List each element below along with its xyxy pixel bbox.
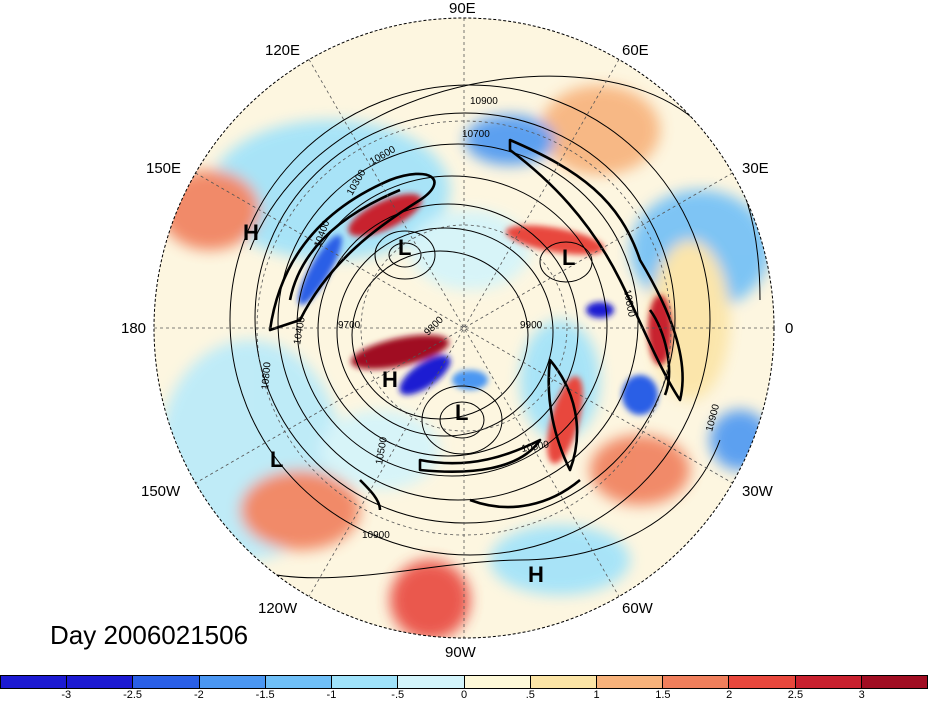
colorbar-tick-label: -2.5 xyxy=(123,689,143,701)
low-center-label: L xyxy=(270,447,283,472)
colorbar xyxy=(0,675,928,689)
colorbar-segment xyxy=(67,676,134,688)
longitude-label-30w: 30W xyxy=(742,483,773,500)
colorbar-segment xyxy=(133,676,200,688)
longitude-label-120e: 120E xyxy=(265,42,301,59)
contour-label: 10800 xyxy=(621,289,637,319)
longitude-label-60e: 60E xyxy=(622,42,649,59)
longitude-label-120w: 120W xyxy=(258,600,298,617)
colorbar-segment xyxy=(332,676,399,688)
day-title: Day 2006021506 xyxy=(50,620,249,650)
jet-contours xyxy=(268,138,684,511)
map-boundary xyxy=(153,17,775,639)
colorbar-tick-label: 3 xyxy=(858,689,865,701)
colorbar-tick-label: -3 xyxy=(61,689,72,701)
colorbar-tick-label: -1 xyxy=(326,689,337,701)
height-contours xyxy=(229,75,761,579)
colorbar-segment xyxy=(464,676,531,688)
contour-label: 10900 xyxy=(362,530,390,541)
colorbar-tick-label: -2 xyxy=(193,689,204,701)
colorbar-tick-label: 1 xyxy=(593,689,600,701)
colorbar-tick-label: 2 xyxy=(726,689,733,701)
colorbar-segment xyxy=(199,676,266,688)
contour-label: 10800 xyxy=(260,361,273,390)
high-center-label: H xyxy=(528,562,544,587)
colorbar-tick-label: -1.5 xyxy=(255,689,275,701)
longitude-label-150e: 150E xyxy=(146,160,182,177)
low-center-label: L xyxy=(455,400,468,425)
colorbar-segment xyxy=(663,676,730,688)
contour-label: 9700 xyxy=(338,320,361,331)
high-center-label: H xyxy=(243,220,259,245)
colorbar-tick-label: .5 xyxy=(525,689,535,701)
longitude-label-90w: 90W xyxy=(445,644,476,661)
colorbar-tick-label: 2.5 xyxy=(787,689,804,701)
high-center-label: H xyxy=(382,367,398,392)
colorbar-segment xyxy=(729,676,796,688)
contour-label: 10400 xyxy=(292,316,308,346)
contour-label: 9900 xyxy=(520,320,543,331)
colorbar-segment xyxy=(398,676,465,688)
colorbar-tick-label: 0 xyxy=(460,689,468,701)
longitude-label-180: 180 xyxy=(121,320,147,337)
colorbar-tick-label: 1.5 xyxy=(655,689,671,701)
contour-label: 10500 xyxy=(374,436,390,466)
contour-label: 10300 xyxy=(521,439,551,455)
colorbar-segment xyxy=(1,676,68,688)
colorbar-segment xyxy=(596,676,664,688)
low-center-label: L xyxy=(398,235,411,260)
contour-label: 10700 xyxy=(462,129,490,140)
colorbar-segment xyxy=(795,676,862,688)
contour-label: 10900 xyxy=(470,96,498,107)
graticule xyxy=(154,18,774,638)
colorbar-segment xyxy=(861,676,928,688)
colorbar-segment xyxy=(530,676,597,688)
longitude-label-30e: 30E xyxy=(742,160,769,177)
longitude-label-150w: 150W xyxy=(141,483,181,500)
longitude-label-0: 0 xyxy=(785,320,794,337)
low-center-label: L xyxy=(562,245,575,270)
pressure-centers: H L L H L L H xyxy=(243,220,575,587)
longitude-label-90e: 90E xyxy=(449,0,476,17)
colorbar-tick-label: -.5 xyxy=(391,689,405,701)
colorbar-segment xyxy=(265,676,333,688)
longitude-label-60w: 60W xyxy=(622,600,653,617)
polar-map: H L L H L L H 10900 10700 10600 10300 10… xyxy=(153,17,775,639)
